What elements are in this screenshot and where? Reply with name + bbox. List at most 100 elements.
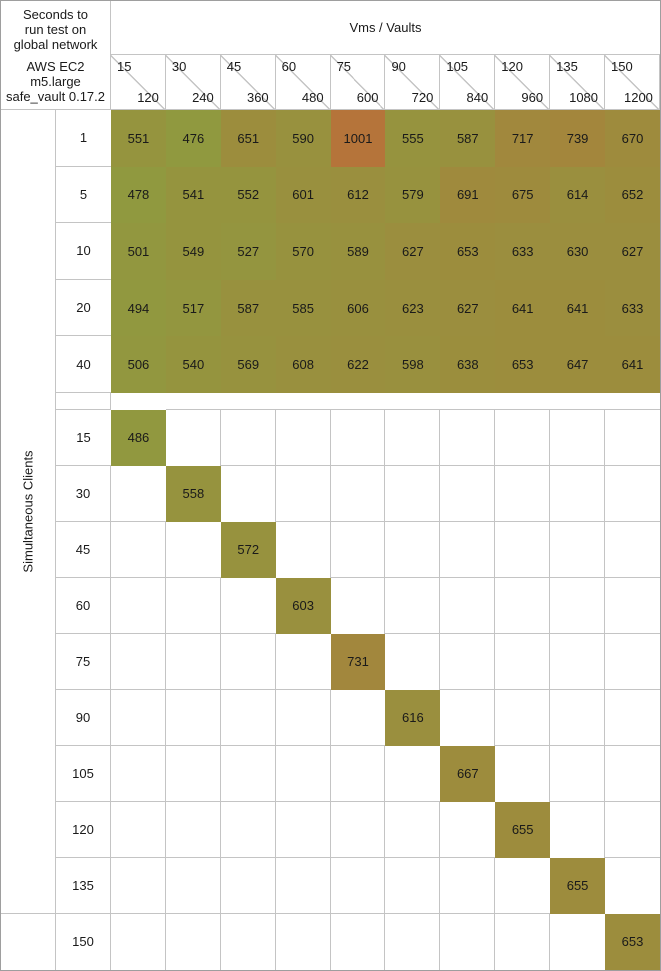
- row-label-cell[interactable]: 105: [56, 745, 111, 802]
- empty-cell[interactable]: [221, 465, 276, 522]
- empty-cell[interactable]: [440, 521, 496, 578]
- empty-cell[interactable]: [165, 857, 221, 914]
- separator-cell[interactable]: [165, 393, 221, 410]
- empty-cell[interactable]: [111, 521, 166, 578]
- empty-cell[interactable]: [495, 465, 551, 522]
- row-label-cell[interactable]: 45: [56, 521, 111, 578]
- empty-cell[interactable]: [330, 745, 386, 802]
- data-cell[interactable]: 670: [605, 110, 660, 167]
- empty-cell[interactable]: [220, 801, 276, 858]
- column-header-cell[interactable]: 15 120: [111, 55, 166, 110]
- empty-cell[interactable]: [111, 745, 166, 802]
- data-cell[interactable]: 540: [165, 336, 221, 393]
- column-header-cell[interactable]: 75 600: [330, 55, 386, 110]
- row-label-cell[interactable]: 1: [56, 110, 111, 167]
- data-cell[interactable]: 653: [605, 913, 660, 970]
- separator-cell[interactable]: [440, 393, 496, 410]
- empty-cell[interactable]: [550, 689, 606, 746]
- empty-cell[interactable]: [330, 521, 386, 578]
- data-cell[interactable]: 739: [550, 110, 606, 167]
- data-cell[interactable]: 638: [440, 336, 496, 393]
- empty-cell[interactable]: [165, 689, 221, 746]
- empty-cell[interactable]: [1, 913, 56, 970]
- row-label-cell[interactable]: 150: [56, 913, 111, 970]
- data-cell[interactable]: 717: [495, 110, 551, 167]
- row-label-cell[interactable]: 75: [56, 633, 111, 690]
- empty-cell[interactable]: [275, 634, 331, 690]
- empty-cell[interactable]: [495, 577, 551, 634]
- row-label-cell[interactable]: 120: [56, 801, 111, 858]
- data-cell[interactable]: 603: [275, 577, 331, 634]
- empty-cell[interactable]: [220, 409, 276, 466]
- separator-cell[interactable]: [495, 393, 551, 410]
- data-cell[interactable]: 630: [550, 223, 606, 280]
- empty-cell[interactable]: [276, 913, 331, 970]
- empty-cell[interactable]: [440, 857, 496, 914]
- empty-cell[interactable]: [440, 633, 496, 690]
- data-cell[interactable]: 616: [385, 689, 441, 746]
- empty-cell[interactable]: [111, 913, 166, 970]
- empty-cell[interactable]: [385, 465, 441, 522]
- separator-cell[interactable]: [111, 393, 166, 410]
- data-cell[interactable]: 601: [275, 166, 331, 224]
- empty-cell[interactable]: [220, 578, 276, 634]
- row-label-cell[interactable]: 60: [56, 577, 111, 634]
- empty-cell[interactable]: [385, 746, 441, 802]
- data-cell[interactable]: 572: [220, 521, 276, 578]
- empty-cell[interactable]: [330, 409, 386, 466]
- data-cell[interactable]: 476: [165, 110, 221, 167]
- column-header-cell[interactable]: 45 360: [220, 55, 276, 110]
- row-label-cell[interactable]: 20: [56, 280, 111, 337]
- column-header-cell[interactable]: 60 480: [275, 55, 331, 110]
- data-cell[interactable]: 569: [220, 336, 276, 393]
- row-label-cell[interactable]: 5: [56, 167, 111, 224]
- empty-cell[interactable]: [605, 802, 660, 858]
- data-cell[interactable]: 552: [220, 166, 276, 224]
- data-cell[interactable]: 627: [440, 279, 496, 337]
- empty-cell[interactable]: [605, 522, 660, 578]
- empty-cell[interactable]: [276, 521, 331, 578]
- separator-cell[interactable]: [605, 393, 660, 410]
- data-cell[interactable]: 587: [440, 110, 496, 167]
- row-label-cell[interactable]: 30: [56, 465, 111, 522]
- empty-cell[interactable]: [275, 689, 331, 746]
- empty-cell[interactable]: [330, 465, 386, 522]
- empty-cell[interactable]: [385, 913, 441, 970]
- empty-cell[interactable]: [166, 913, 221, 970]
- column-header-cell[interactable]: 30 240: [165, 55, 221, 110]
- empty-cell[interactable]: [550, 465, 606, 522]
- rows-axis-header[interactable]: Simultaneous Clients: [1, 110, 56, 914]
- data-cell[interactable]: 1001: [330, 110, 386, 167]
- empty-cell[interactable]: [495, 913, 551, 970]
- separator-cell[interactable]: [385, 393, 441, 410]
- data-cell[interactable]: 633: [495, 223, 551, 280]
- data-cell[interactable]: 558: [165, 465, 221, 522]
- data-cell[interactable]: 655: [550, 857, 606, 914]
- empty-cell[interactable]: [495, 745, 551, 802]
- separator-cell[interactable]: [220, 393, 276, 410]
- data-cell[interactable]: 506: [111, 336, 166, 393]
- empty-cell[interactable]: [221, 913, 276, 970]
- data-cell[interactable]: 606: [330, 279, 386, 337]
- empty-cell[interactable]: [330, 801, 386, 858]
- empty-cell[interactable]: [165, 801, 221, 858]
- data-cell[interactable]: 555: [385, 110, 441, 167]
- empty-cell[interactable]: [385, 801, 441, 858]
- empty-cell[interactable]: [331, 913, 386, 970]
- empty-cell[interactable]: [440, 465, 496, 522]
- separator-cell[interactable]: [550, 393, 606, 410]
- data-cell[interactable]: 587: [220, 279, 276, 337]
- data-cell[interactable]: 633: [605, 279, 660, 337]
- empty-cell[interactable]: [550, 914, 605, 970]
- data-cell[interactable]: 627: [605, 223, 660, 280]
- empty-cell[interactable]: [275, 857, 331, 914]
- columns-axis-header[interactable]: Vms / Vaults: [111, 1, 660, 55]
- empty-cell[interactable]: [550, 801, 606, 858]
- separator-cell[interactable]: [330, 393, 386, 410]
- column-header-cell[interactable]: 135 1080: [550, 55, 606, 110]
- empty-cell[interactable]: [440, 577, 496, 634]
- data-cell[interactable]: 478: [111, 166, 166, 224]
- empty-cell[interactable]: [111, 633, 166, 690]
- empty-cell[interactable]: [385, 857, 441, 914]
- empty-cell[interactable]: [275, 409, 331, 466]
